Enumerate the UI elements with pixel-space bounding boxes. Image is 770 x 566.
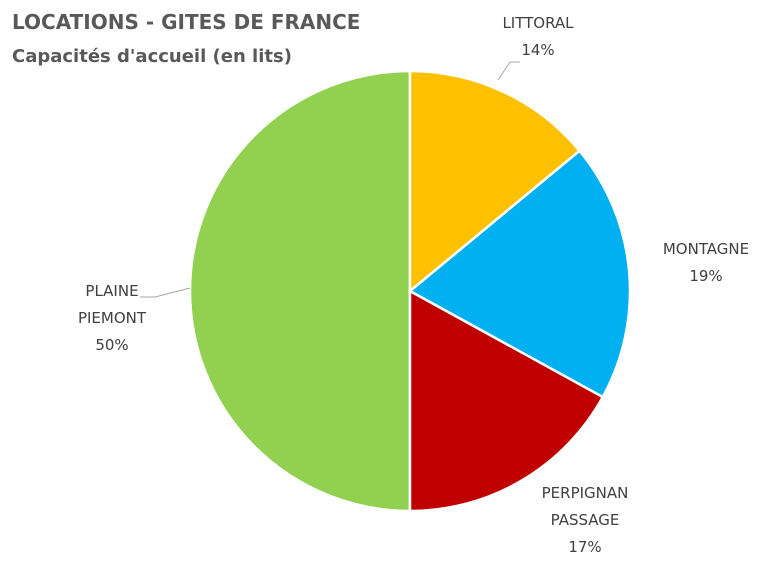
category-label: MONTAGNE (662, 240, 750, 258)
leader-line (497, 61, 520, 81)
value-label: 19% (689, 267, 723, 285)
value-label: 14% (521, 41, 555, 59)
category-label: LITTORAL (502, 14, 574, 32)
category-label: PLAINE PIEMONT (77, 282, 147, 327)
pie-slice (407, 149, 632, 399)
value-label: 50% (95, 336, 129, 354)
leader-line (140, 287, 191, 298)
pie-slice (408, 69, 582, 294)
pie-slice (188, 69, 412, 513)
data-label: PERPIGNAN PASSAGE 17% (530, 480, 640, 561)
category-label: PERPIGNAN PASSAGE (541, 484, 629, 529)
data-label: PLAINE PIEMONT 50% (67, 278, 157, 359)
chart-title: LOCATIONS - GITES DE FRANCE (12, 10, 361, 34)
pie-slice (408, 288, 605, 513)
value-label: 17% (568, 538, 602, 556)
data-label: MONTAGNE 19% (651, 236, 761, 290)
chart-subtitle: Capacités d'accueil (en lits) (12, 46, 292, 67)
data-label: LITTORAL 14% (493, 10, 583, 64)
